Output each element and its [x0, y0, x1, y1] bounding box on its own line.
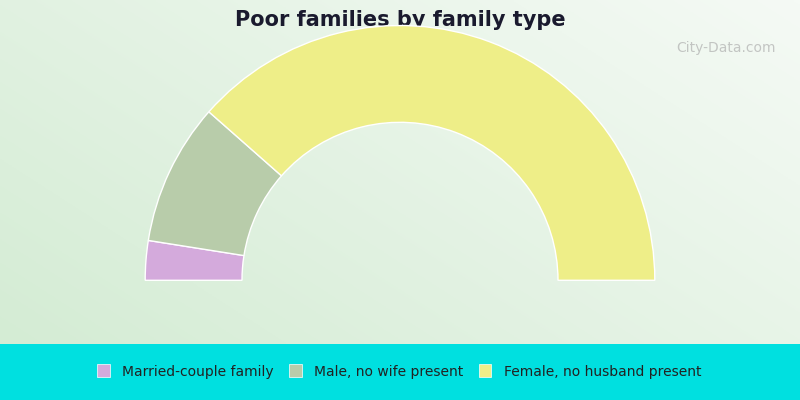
- Wedge shape: [209, 26, 655, 280]
- Text: Poor families by family type: Poor families by family type: [234, 10, 566, 30]
- Text: City-Data.com: City-Data.com: [677, 41, 776, 55]
- Legend: Married-couple family, Male, no wife present, Female, no husband present: Married-couple family, Male, no wife pre…: [94, 361, 706, 383]
- Wedge shape: [148, 112, 282, 256]
- Wedge shape: [145, 240, 244, 280]
